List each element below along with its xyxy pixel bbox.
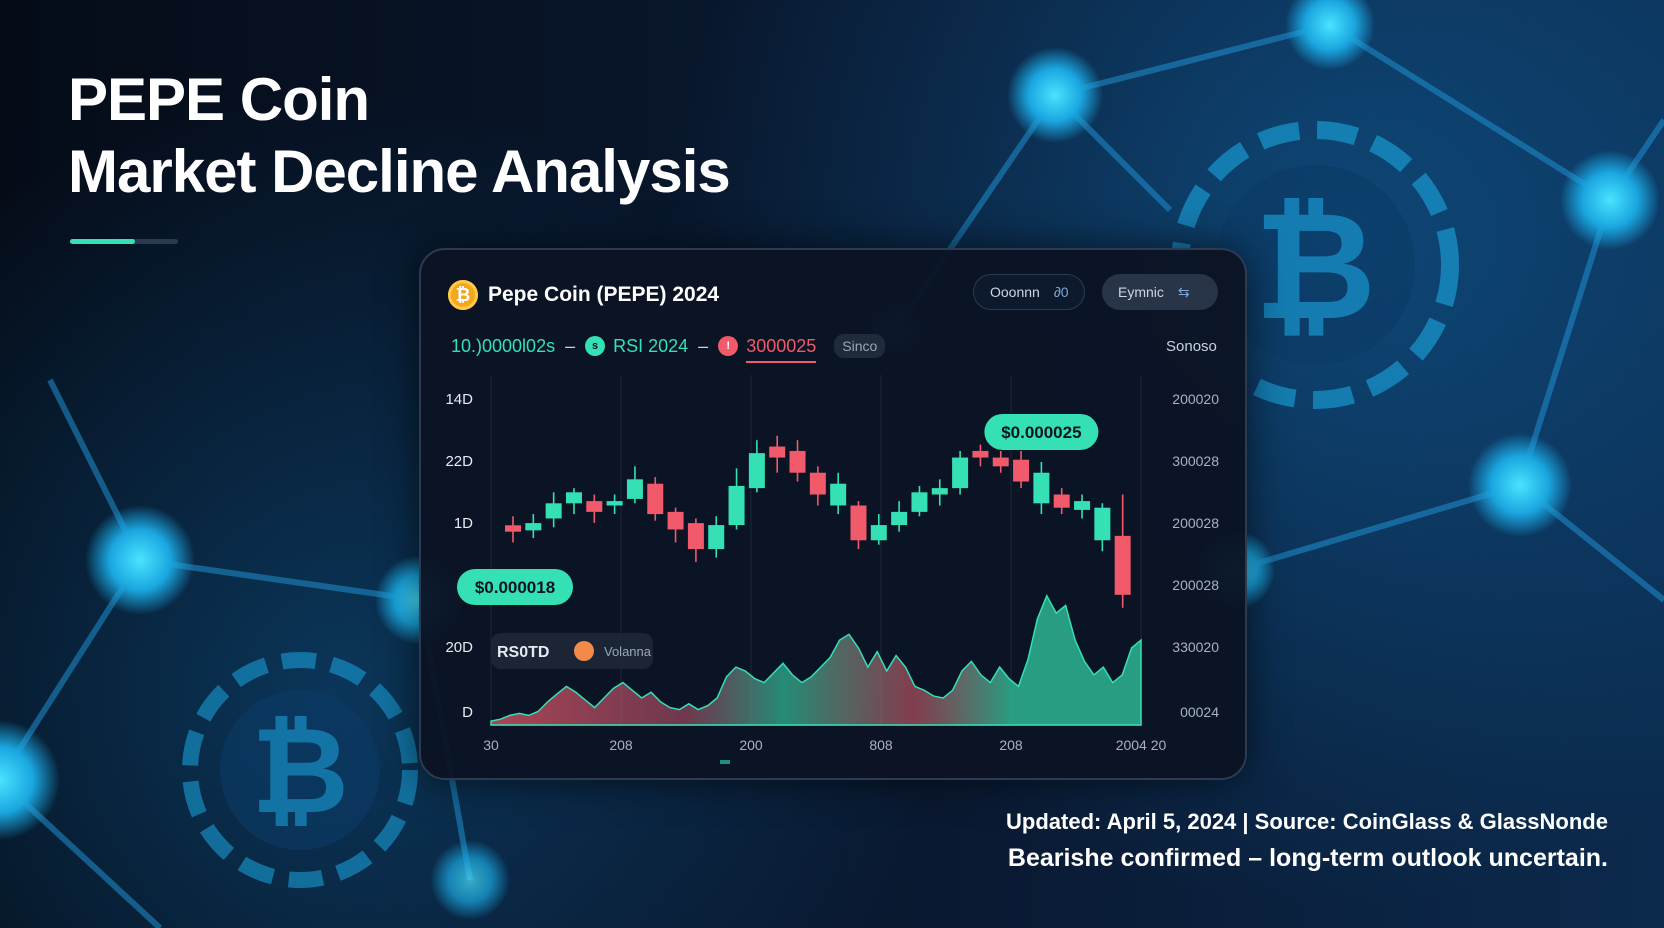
x-tick-label: 208 [609, 737, 633, 753]
candle-body [850, 505, 867, 541]
rsi-dot-icon: s [585, 336, 606, 356]
candle-body [1013, 459, 1030, 482]
y-tick-label-left: 20D [445, 639, 473, 656]
y-tick-label-right: 200020 [1172, 391, 1219, 407]
candle-body [505, 525, 521, 532]
toolbar-button-1-label: Ooonnn [990, 284, 1040, 300]
bitcoin-icon-small: ₿ [182, 652, 418, 888]
candle-body [769, 446, 786, 458]
y-tick-label-right: 00024 [1180, 704, 1219, 720]
candle-body [586, 501, 603, 512]
footer-updated: Updated: April 5, 2024 | Source: CoinGla… [1006, 809, 1608, 834]
svg-text:₿: ₿ [1254, 182, 1376, 350]
footer-note: Updated: April 5, 2024 | Source: CoinGla… [1006, 805, 1608, 877]
volume-area [490, 594, 1142, 726]
legend-separator: – [565, 335, 576, 356]
share-icon: ⇆ [1177, 283, 1190, 300]
volume-legend-name: Volanna [604, 644, 652, 659]
x-tick-label: 2004 20 [1116, 737, 1167, 753]
candle-body [992, 457, 1009, 467]
price-annotation-high-bg [984, 413, 1099, 450]
candle-body [931, 488, 948, 495]
candle-body [891, 511, 908, 526]
candle-body [1053, 494, 1070, 508]
candle-body [728, 485, 745, 526]
title-line-1: PEPE Coin [68, 66, 370, 133]
title-underline-fill [70, 239, 135, 244]
y-tick-label-right: 200028 [1172, 577, 1219, 593]
candle-body [565, 492, 582, 504]
candle-body [870, 525, 887, 541]
chart-title: Pepe Coin (PEPE) 2024 [488, 283, 720, 306]
candle-body [911, 492, 928, 512]
toolbar-button-1[interactable]: Ooonnn ∂0 [973, 274, 1085, 310]
title-line-2: Market Decline Analysis [68, 138, 731, 205]
candle-body [1094, 507, 1111, 541]
candle-body [748, 453, 765, 489]
volume-legend-bg [491, 633, 653, 669]
toolbar-button-2-label: Eymnic [1118, 284, 1164, 300]
x-tick-label: 200 [739, 737, 763, 753]
y-tick-label-left: 1D [454, 515, 473, 532]
volume-legend-label: RS0TD [497, 644, 549, 661]
candle-body [1033, 472, 1050, 504]
page-title: PEPE Coin Market Decline Analysis [68, 64, 731, 208]
price-annotation-high: $0.000025 [1001, 423, 1081, 442]
candle-body [952, 457, 969, 489]
candle-body [1114, 535, 1131, 595]
candle-body [626, 479, 643, 499]
y-tick-label-left: 14D [445, 391, 473, 408]
candle-body [789, 450, 806, 473]
candle-body [687, 523, 704, 550]
y-tick-label-left: 22D [445, 453, 473, 470]
candle-body [708, 525, 725, 550]
since-badge[interactable]: Sinco [834, 334, 886, 358]
heart-icon [574, 641, 594, 661]
legend-item-rsi: RSI 2024 [613, 335, 689, 356]
footer-outlook: Bearishe confirmed – long-term outlook u… [1007, 844, 1608, 872]
chart-legend: 10.)0000l02s – s RSI 2024 – ! 3000025 Si… [451, 334, 886, 363]
legend-item-price: 10.)0000l02s [451, 335, 556, 356]
scroll-indicator [720, 760, 730, 764]
candle-body [525, 523, 542, 531]
candle-body [667, 511, 684, 530]
legend-item-value[interactable]: 3000025 [746, 336, 817, 363]
price-annotation-low-bg [457, 569, 573, 605]
x-tick-label: 30 [483, 737, 499, 753]
candle-body [830, 483, 847, 506]
y-tick-label-left: D [462, 704, 473, 721]
title-underline [70, 239, 178, 244]
x-tick-label: 808 [869, 737, 893, 753]
candle-body [606, 501, 623, 506]
x-tick-label: 208 [999, 737, 1023, 753]
candle-body [647, 483, 664, 515]
candle-body [972, 450, 989, 458]
candlestick-chart: 14D 22D 1D 20D D 200020 300028 200028 200028 3300… [445, 375, 1219, 764]
link-icon: ∂0 [1053, 284, 1069, 300]
chart-card: ₿ Pepe Coin (PEPE) 2024 Ooonnn ∂0 Eymnic… [419, 248, 1247, 780]
candle-body [1074, 501, 1091, 510]
y-tick-label-right: 200028 [1172, 515, 1219, 531]
candle-body [545, 503, 562, 519]
toolbar-button-2[interactable]: Eymnic ⇆ [1102, 274, 1218, 310]
legend-right-label: Sonoso [1166, 338, 1217, 355]
y-tick-label-right: 300028 [1172, 453, 1219, 469]
legend-separator: – [698, 335, 709, 356]
alert-dot-icon: ! [718, 336, 739, 356]
svg-text:₿: ₿ [251, 704, 349, 838]
price-annotation-low: $0.000018 [475, 578, 555, 597]
candle-body [809, 472, 826, 495]
y-tick-label-right: 330020 [1172, 639, 1219, 655]
bitcoin-icon: ₿ [448, 280, 478, 310]
